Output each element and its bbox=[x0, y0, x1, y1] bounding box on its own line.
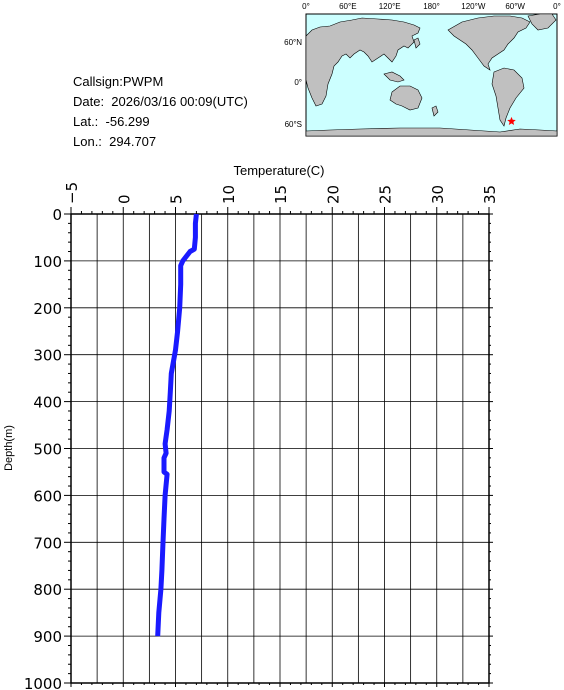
map-lat-label: 60°N bbox=[284, 38, 302, 47]
y-tick-label: 300 bbox=[33, 347, 62, 365]
australia-landmass bbox=[389, 85, 423, 111]
map-lon-label: 180° bbox=[423, 2, 440, 11]
x-tick-label: −5 bbox=[63, 182, 81, 204]
x-tick-label: 20 bbox=[324, 185, 342, 204]
callsign-text: Callsign:PWPM bbox=[73, 74, 164, 89]
x-axis-label: Temperature(C) bbox=[233, 163, 324, 178]
south-america-landmass bbox=[491, 67, 525, 127]
y-tick-label: 400 bbox=[33, 394, 62, 412]
map-land bbox=[305, 13, 558, 137]
x-tick-label: 35 bbox=[481, 185, 499, 204]
date-text: Date: 2026/03/16 00:09(UTC) bbox=[73, 94, 248, 109]
north-america-landmass bbox=[447, 15, 531, 71]
y-tick-label: 500 bbox=[33, 441, 62, 459]
y-axis-label: Depth(m) bbox=[3, 425, 15, 471]
map-latitude-labels: 60°N 0° 60°S bbox=[284, 38, 302, 129]
x-tick-label: 10 bbox=[220, 185, 238, 204]
map-lat-label: 0° bbox=[294, 78, 302, 87]
map-lon-label: 60°W bbox=[505, 2, 525, 11]
world-map: 0° 60°E 120°E 180° 120°W 60°W 0° 60°N 0° 60°S bbox=[284, 2, 561, 137]
latitude-text: Lat.: -56.299 bbox=[73, 114, 150, 129]
y-tick-label: 1000 bbox=[24, 675, 62, 690]
station-marker bbox=[507, 116, 516, 125]
series-group bbox=[155, 213, 199, 637]
southeast-asia-islands bbox=[383, 71, 405, 83]
map-lon-label: 0° bbox=[553, 2, 561, 11]
japan-islands bbox=[413, 37, 421, 49]
longitude-text: Lon.: 294.707 bbox=[73, 134, 157, 149]
x-tick-label: 25 bbox=[377, 185, 395, 204]
x-tick-labels: −5 0 5 10 15 20 25 30 35 bbox=[63, 182, 499, 204]
chart-ticks bbox=[64, 207, 493, 687]
star-icon bbox=[507, 116, 516, 125]
y-tick-label: 600 bbox=[33, 487, 62, 505]
y-tick-label: 0 bbox=[52, 206, 62, 224]
y-tick-label: 100 bbox=[33, 253, 62, 271]
map-lon-label: 120°W bbox=[461, 2, 486, 11]
eurasia-africa-landmass bbox=[305, 17, 421, 107]
antarctica bbox=[305, 127, 558, 137]
chart-grid bbox=[70, 213, 490, 684]
station-info: Callsign:PWPM Date: 2026/03/16 00:09(UTC… bbox=[73, 72, 248, 152]
y-tick-label: 800 bbox=[33, 581, 62, 599]
greenland bbox=[527, 13, 557, 31]
x-tick-label: 5 bbox=[168, 194, 186, 204]
map-lat-label: 60°S bbox=[285, 120, 302, 129]
x-tick-label: 0 bbox=[115, 194, 133, 204]
x-tick-label: 15 bbox=[272, 185, 290, 204]
y-tick-label: 700 bbox=[33, 534, 62, 552]
y-tick-label: 900 bbox=[33, 628, 62, 646]
x-tick-label: 30 bbox=[429, 185, 447, 204]
map-lon-label: 60°E bbox=[339, 2, 356, 11]
new-zealand bbox=[431, 105, 439, 117]
y-tick-labels: 0 100 200 300 400 500 600 700 800 900 1000 bbox=[24, 206, 62, 690]
temperature-profile-line bbox=[155, 213, 199, 637]
map-lon-label: 120°E bbox=[379, 2, 401, 11]
plot-frame bbox=[70, 213, 490, 684]
y-tick-label: 200 bbox=[33, 300, 62, 318]
map-lon-label: 0° bbox=[302, 2, 310, 11]
